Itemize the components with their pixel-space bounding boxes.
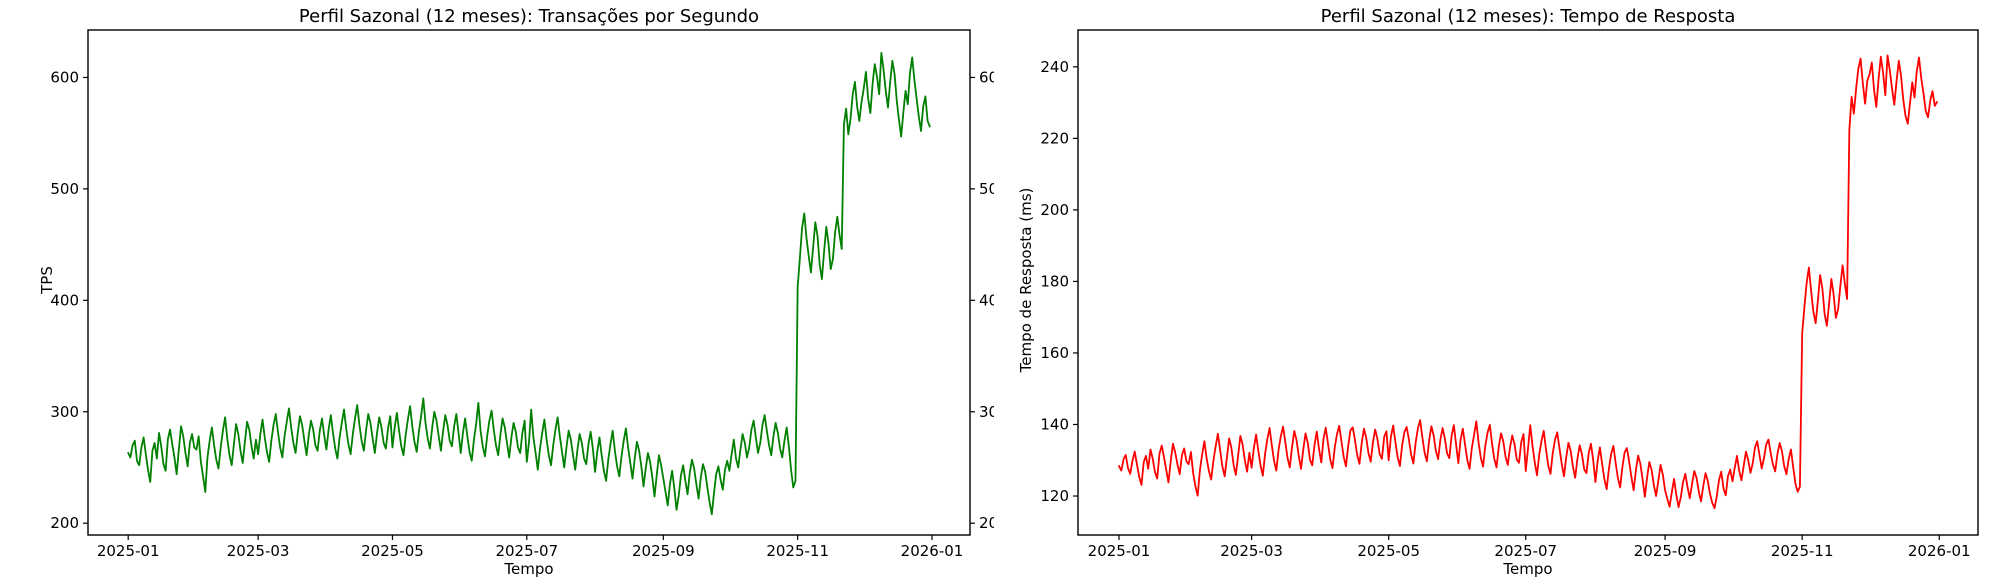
y-tick-label: 200 (50, 514, 79, 532)
chart-tps-x-axis-label: Tempo (504, 560, 554, 578)
plot-border (1077, 29, 1979, 536)
x-tick-label: 2026-01 (1908, 542, 1971, 560)
x-tick-label: 2025-05 (1357, 542, 1420, 560)
y-tick-label-right: 500 (979, 180, 994, 198)
y-tick-label-right: 600 (979, 68, 994, 86)
x-tick-label: 2025-03 (1220, 542, 1283, 560)
series-line (127, 52, 931, 516)
x-tick-label: 2026-01 (901, 542, 964, 560)
series-line (1118, 54, 1938, 510)
x-tick-label: 2025-07 (1494, 542, 1557, 560)
x-tick-label: 2025-05 (361, 542, 424, 560)
y-tick-label: 120 (1040, 487, 1069, 505)
x-tick-label: 2025-01 (97, 542, 160, 560)
chart-response-time-figure: Perfil Sazonal (12 meses): Tempo de Resp… (994, 0, 1989, 587)
x-tick-label: 2025-07 (495, 542, 558, 560)
y-tick-label: 200 (1040, 201, 1069, 219)
x-tick-label: 2025-09 (1634, 542, 1697, 560)
chart-response-time-plot: 2025-01 2025-03 2025-05 2025-07 2025-09 2025-… (1040, 29, 1979, 560)
x-tick-label: 2025-09 (632, 542, 695, 560)
y-tick-label-right: 300 (979, 403, 994, 421)
chart-tps-plot: 2025-01 2025-03 2025-05 2025-07 2025-09 2025-… (50, 29, 994, 560)
y-tick-label: 500 (50, 180, 79, 198)
x-tick-label: 2025-11 (766, 542, 829, 560)
chart-response-time-x-axis-label: Tempo (1503, 560, 1553, 578)
y-tick-label: 180 (1040, 272, 1069, 290)
y-tick-label: 220 (1040, 129, 1069, 147)
chart-tps-title: Perfil Sazonal (12 meses): Transações po… (298, 6, 760, 27)
x-tick-label: 2025-03 (227, 542, 290, 560)
x-tick-label: 2025-11 (1771, 542, 1834, 560)
y-tick-label: 600 (50, 68, 79, 86)
y-tick-label-right: 200 (979, 514, 994, 532)
chart-tps-figure: Perfil Sazonal (12 meses): Transações po… (0, 0, 994, 587)
plot-border (87, 29, 971, 536)
y-tick-label: 140 (1040, 415, 1069, 433)
y-tick-label: 160 (1040, 344, 1069, 362)
y-tick-label: 240 (1040, 58, 1069, 76)
y-tick-label: 400 (50, 291, 79, 309)
y-tick-label: 300 (50, 403, 79, 421)
chart-response-time-title: Perfil Sazonal (12 meses): Tempo de Resp… (1320, 6, 1736, 27)
x-tick-label: 2025-01 (1088, 542, 1151, 560)
y-tick-label-right: 400 (979, 291, 994, 309)
